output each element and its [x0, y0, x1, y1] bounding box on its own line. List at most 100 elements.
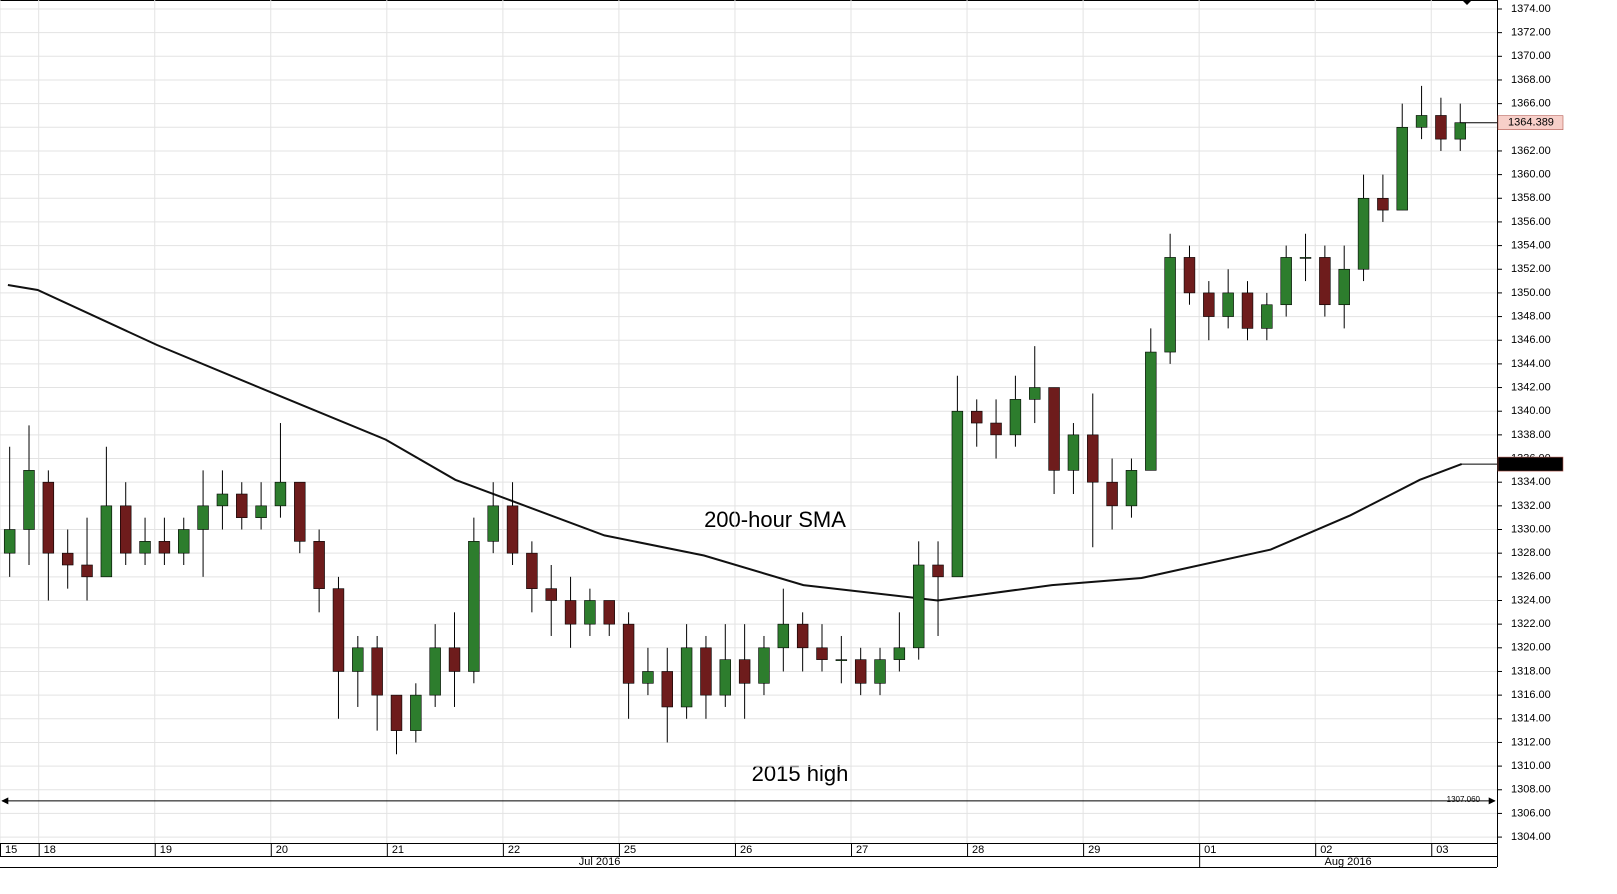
price-tag: [1497, 115, 1564, 130]
y-tick-label: 1334.00: [1511, 476, 1551, 488]
candle-body: [178, 529, 190, 554]
candle-body: [81, 564, 93, 578]
y-tick-label: 1348.00: [1511, 310, 1551, 322]
y-tick-label: 1362.00: [1511, 145, 1551, 157]
x-tick-label: 01: [1204, 844, 1216, 856]
y-tick-label: 1332.00: [1511, 500, 1551, 512]
candle-body: [1280, 257, 1292, 306]
candle-body: [23, 470, 35, 530]
candle-body: [158, 541, 171, 554]
price-tag: [1497, 456, 1564, 472]
y-tick-label: 1318.00: [1511, 665, 1551, 677]
y-tick-label: 1316.00: [1511, 689, 1551, 701]
y-tick-label: 1350.00: [1511, 287, 1551, 299]
x-tick-label: 19: [160, 844, 172, 856]
y-tick-label: 1326.00: [1511, 571, 1551, 583]
y-tick-label: 1308.00: [1511, 784, 1551, 796]
candle-body: [255, 505, 267, 518]
candle-body: [139, 541, 151, 554]
level-name: 2015 high: [752, 761, 849, 786]
candle-body: [1125, 470, 1138, 507]
candle-body: [390, 694, 403, 731]
y-tick-label: 1338.00: [1511, 429, 1551, 441]
candle-body: [197, 505, 209, 530]
candle-body: [61, 552, 74, 566]
price-tag-label: 1335.530: [1508, 458, 1554, 470]
y-tick-label: 1304.00: [1511, 831, 1551, 843]
candle-body: [874, 659, 886, 684]
candle-body: [526, 552, 538, 589]
y-tick-label: 1330.00: [1511, 523, 1551, 535]
candle-body: [1299, 257, 1312, 259]
candle-body: [777, 623, 790, 649]
candle-body: [796, 623, 809, 649]
candle-body: [1203, 292, 1215, 317]
y-tick-label: 1320.00: [1511, 642, 1551, 654]
candle-body: [1454, 122, 1466, 140]
candle-body: [1145, 351, 1157, 471]
candle-body: [448, 647, 461, 672]
candle-body: [1106, 481, 1118, 507]
y-tick-label: 1352.00: [1511, 263, 1551, 275]
candle-body: [912, 564, 925, 649]
y-tick-label: 1322.00: [1511, 618, 1551, 630]
candle-body: [429, 647, 441, 696]
y-tick-label: 1358.00: [1511, 192, 1551, 204]
y-tick-label: 1342.00: [1511, 381, 1551, 393]
level-label: 1307.060: [1447, 795, 1481, 804]
candle-body: [294, 481, 306, 542]
x-tick-label: 22: [508, 844, 520, 856]
x-tick-label: 29: [1088, 844, 1100, 856]
x-tick-label: 15: [5, 844, 17, 856]
candle-body: [1435, 115, 1447, 140]
price-tag-label: 1364.389: [1508, 117, 1554, 129]
month-label: Jul 2016: [579, 856, 621, 868]
candle-body: [1396, 126, 1408, 211]
candle-body: [1164, 257, 1176, 353]
candle-body: [1319, 257, 1331, 306]
candle-body: [951, 410, 964, 578]
candle-body: [410, 694, 422, 731]
candle-body: [1241, 292, 1254, 329]
y-tick-label: 1356.00: [1511, 216, 1551, 228]
candle-body: [1222, 292, 1234, 317]
candle-body: [506, 505, 519, 554]
candle-body: [3, 529, 16, 554]
sma-line: [7, 284, 1462, 602]
candle-body: [1048, 387, 1060, 471]
candle-body: [1415, 115, 1428, 128]
x-tick-label: 26: [740, 844, 752, 856]
candle-body: [1029, 387, 1041, 400]
x-tick-label: 03: [1436, 844, 1448, 856]
y-tick-label: 1366.00: [1511, 98, 1551, 110]
candle-body: [816, 647, 828, 660]
candle-body: [990, 422, 1002, 436]
candle-body: [1261, 304, 1273, 329]
candle-body: [893, 647, 906, 660]
candle-body: [1009, 399, 1022, 436]
y-tick-label: 1344.00: [1511, 358, 1551, 370]
candle-body: [274, 481, 287, 507]
candle-body: [313, 541, 325, 589]
candle-body: [603, 600, 615, 625]
candle-body: [584, 600, 596, 625]
candle-body: [100, 505, 113, 578]
candle-body: [216, 493, 229, 507]
x-tick-label: 25: [624, 844, 636, 856]
x-tick-label: 21: [392, 844, 404, 856]
candle-body: [1067, 434, 1080, 471]
y-tick-label: 1328.00: [1511, 547, 1551, 559]
y-tick-label: 1346.00: [1511, 334, 1551, 346]
y-tick-label: 1310.00: [1511, 760, 1551, 772]
x-tick-label: 02: [1320, 844, 1332, 856]
x-tick-label: 27: [856, 844, 868, 856]
candle-body: [545, 588, 557, 601]
y-tick-label: 1360.00: [1511, 169, 1551, 181]
y-tick-label: 1306.00: [1511, 807, 1551, 819]
y-tick-label: 1312.00: [1511, 736, 1551, 748]
candle-body: [42, 481, 55, 554]
candle-body: [1183, 257, 1196, 294]
candle-body: [738, 659, 751, 684]
